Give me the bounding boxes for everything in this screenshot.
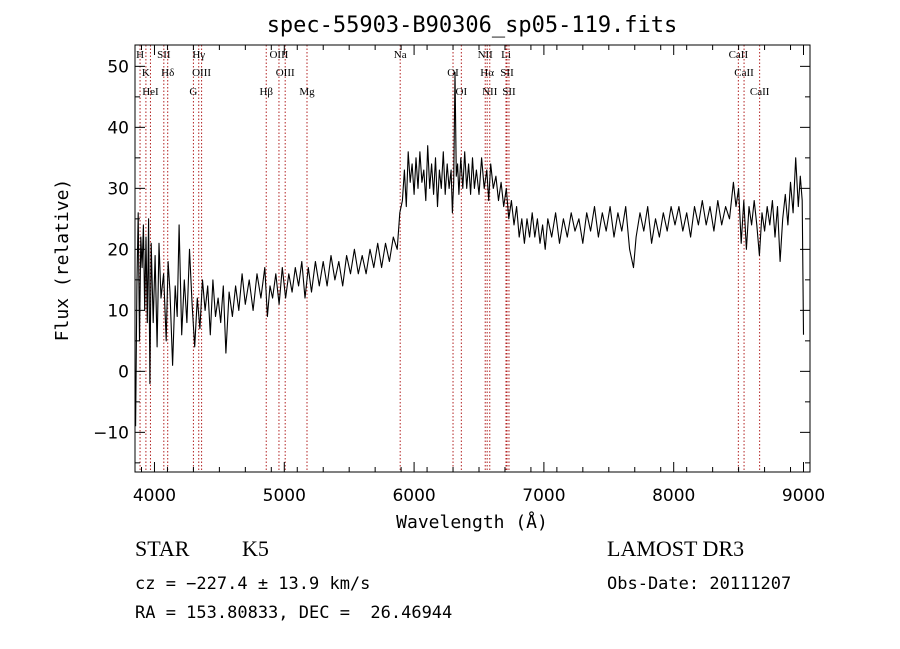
x-tick-label: 4000	[133, 486, 176, 506]
spectral-line-label: OI	[456, 86, 468, 98]
marker-label-group: HKHeISIIHδGHγOIIIHβOIIIOIIIMgNaOIOINIIHα…	[136, 49, 770, 98]
x-tick-label: 9000	[782, 486, 825, 506]
spectrum-line	[135, 71, 805, 427]
line-marker-group	[139, 45, 761, 472]
ra-dec-coordinates: RA = 153.80833, DEC = 26.46944	[135, 603, 453, 623]
y-tick-label: 10	[107, 301, 129, 321]
spectral-line-label: Hβ	[259, 86, 273, 98]
spectral-line-label: CaII	[729, 49, 749, 61]
x-tick-label: 6000	[392, 486, 435, 506]
spectral-line-label: OIII	[269, 49, 288, 61]
spectral-line-label: Hγ	[192, 49, 205, 61]
y-tick-label: 50	[107, 57, 129, 77]
survey-name: LAMOST DR3	[607, 536, 745, 561]
x-tick-label: 5000	[263, 486, 306, 506]
spectral-line-label: Na	[394, 49, 407, 61]
observation-date: Obs-Date: 20111207	[607, 574, 792, 594]
spectral-line-label: HeI	[142, 86, 159, 98]
x-tick-label: 7000	[522, 486, 565, 506]
spectral-line-label: NII	[482, 86, 498, 98]
y-axis-label: Flux (relative)	[52, 179, 73, 342]
y-tick-label: 30	[107, 179, 129, 199]
chart-title: spec-55903-B90306_sp05-119.fits	[267, 13, 678, 38]
spectral-line-label: CaII	[750, 86, 770, 98]
spectral-line-label: K	[142, 67, 150, 79]
spectral-line-label: Li	[501, 49, 511, 61]
spectral-line-label: Hδ	[161, 67, 174, 79]
y-tick-label: 0	[118, 362, 129, 382]
spectral-line-label: Mg	[299, 86, 315, 98]
y-tick-label: 40	[107, 118, 129, 138]
redshift-velocity: cz = −227.4 ± 13.9 km/s	[135, 574, 371, 594]
spectral-line-label: OI	[447, 67, 459, 79]
spectral-line-label: CaII	[734, 67, 754, 79]
spectral-line-label: NII	[478, 49, 494, 61]
star-class: STAR	[135, 536, 190, 561]
spectrum-series-group	[135, 71, 805, 427]
spectral-line-label: G	[189, 86, 197, 98]
spectral-line-label: SII	[157, 49, 171, 61]
spectral-line-label: OIII	[276, 67, 295, 79]
spectral-line-label: H	[136, 49, 144, 61]
plot-frame	[134, 44, 811, 473]
spectral-line-label: OIII	[192, 67, 211, 79]
spectral-line-label: Hα	[480, 67, 494, 79]
spectral-line-label: SII	[500, 67, 514, 79]
x-axis-label: Wavelength (Å)	[396, 511, 548, 533]
x-tick-label: 8000	[652, 486, 695, 506]
spectral-line-label: SII	[502, 86, 516, 98]
axis-tick-group: 4000 5000 6000 7000 8000 9000 −10 0 10 20 30 40 50	[93, 45, 825, 506]
y-tick-label: 20	[107, 240, 129, 260]
y-tick-label: −10	[93, 423, 129, 443]
star-subclass: K5	[242, 536, 269, 561]
